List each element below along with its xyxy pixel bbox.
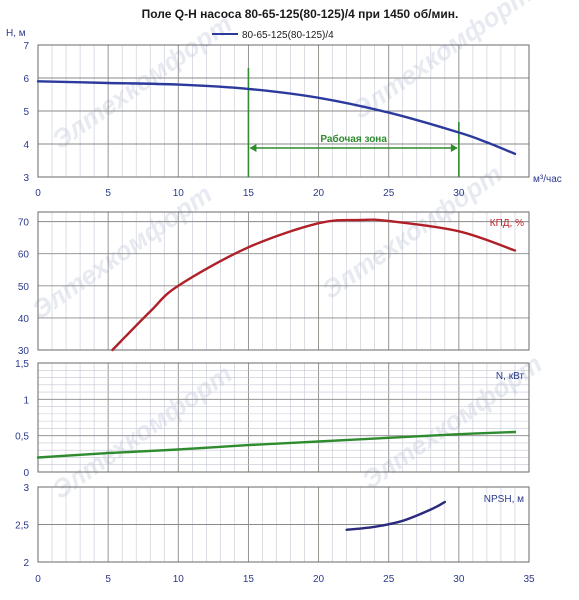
x-tick-label: 5 — [105, 574, 111, 585]
x-tick-label-head: 15 — [243, 188, 255, 199]
panel-frame — [37, 362, 530, 473]
watermark-text-2: Элтехкомфорт — [26, 179, 217, 325]
panel-frame — [37, 44, 530, 178]
series-line-npsh — [345, 500, 446, 531]
x-tick-label: 20 — [313, 574, 325, 585]
y-tick-label: 1 — [23, 395, 29, 406]
panel-npsh: 2 2,5 3 NPSH, м — [15, 483, 530, 569]
panel-efficiency: 30 40 50 60 70 КПД, % — [18, 211, 530, 357]
work-zone-arrowhead-right — [450, 144, 458, 152]
panel-power: 0 0,5 1 1,5 N, кВт — [15, 359, 530, 479]
y-tick-label: 5 — [23, 107, 29, 118]
panel-frame — [37, 486, 530, 563]
x-tick-label-head: 10 — [173, 188, 185, 199]
x-tick-label-head: 5 — [105, 188, 111, 199]
y-axis-label-npsh: NPSH, м — [484, 494, 524, 505]
watermark-text-4: Элтехкомфорт — [46, 359, 237, 505]
series-line-efficiency — [111, 218, 517, 352]
y-tick-label: 2 — [23, 558, 29, 569]
legend: 80-65-125(80-125)/4 — [212, 30, 334, 41]
y-tick-label: 3 — [23, 173, 29, 184]
x-axis-label: м³/час — [533, 174, 562, 185]
y-tick-label: 0 — [23, 468, 29, 479]
y-tick-label: 3 — [23, 483, 29, 494]
y-tick-label: 30 — [18, 346, 30, 357]
y-tick-label: 1,5 — [15, 359, 29, 370]
y-tick-label: 60 — [18, 250, 30, 261]
y-axis-label-head: Н, м — [6, 28, 26, 39]
y-tick-label: 70 — [18, 218, 30, 229]
series-line-power — [36, 430, 517, 459]
work-zone-arrowhead-left — [249, 144, 257, 152]
x-tick-label: 25 — [383, 574, 395, 585]
y-axis-label-power: N, кВт — [496, 371, 524, 382]
x-tick-label: 35 — [523, 574, 535, 585]
x-tick-label: 10 — [173, 574, 185, 585]
x-tick-label: 0 — [35, 574, 41, 585]
panel-frame — [37, 211, 530, 351]
y-tick-label: 50 — [18, 282, 30, 293]
legend-label-head: 80-65-125(80-125)/4 — [242, 30, 334, 41]
x-tick-label-head: 25 — [383, 188, 395, 199]
chart-title: Поле Q-H насоса 80-65-125(80-125)/4 при … — [142, 7, 459, 21]
x-tick-label: 15 — [243, 574, 255, 585]
x-tick-label: 30 — [453, 574, 465, 585]
x-tick-label-head: 30 — [453, 188, 465, 199]
y-axis-label-efficiency: КПД, % — [490, 218, 524, 229]
y-tick-label: 40 — [18, 314, 30, 325]
y-tick-label: 4 — [23, 140, 29, 151]
y-tick-label: 0,5 — [15, 432, 29, 443]
x-tick-label-head: 0 — [35, 188, 41, 199]
series-line-head — [36, 80, 517, 156]
y-tick-label: 7 — [23, 41, 29, 52]
work-zone-label: Рабочая зона — [320, 133, 387, 145]
y-tick-label: 6 — [23, 74, 29, 85]
y-tick-label: 2,5 — [15, 521, 29, 532]
x-tick-label-head: 20 — [313, 188, 325, 199]
panel-head: 3 4 5 6 7 Рабочая зона Н, м 0 5 10 15 20 25 30 м³/час — [6, 28, 562, 199]
watermark-text-3: Элтехкомфорт — [316, 159, 507, 305]
